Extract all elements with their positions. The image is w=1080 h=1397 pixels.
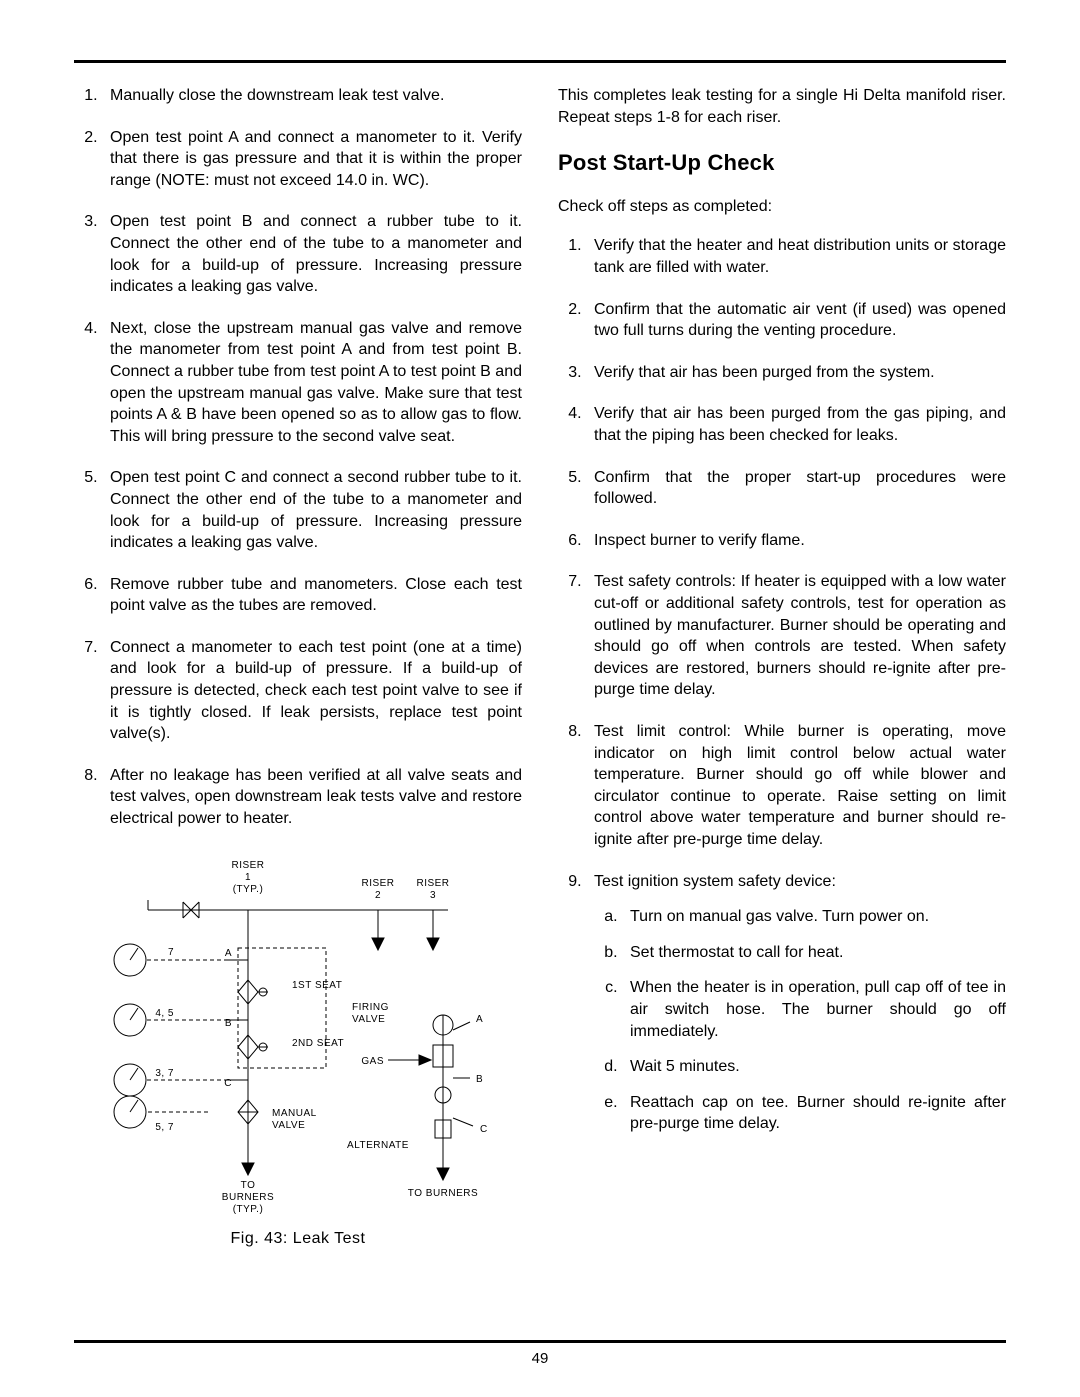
- riser1-label: RISER: [231, 860, 264, 871]
- alt-a-label: A: [476, 1014, 483, 1025]
- riser2-label: RISER: [361, 878, 394, 889]
- svg-text:(TYP.): (TYP.): [233, 884, 264, 895]
- gauge-37-label: 3, 7: [155, 1068, 174, 1079]
- gauge-7-label: 7: [168, 947, 174, 958]
- list-item: Confirm that the automatic air vent (if …: [586, 299, 1006, 342]
- list-item: Test safety controls: If heater is equip…: [586, 571, 1006, 701]
- list-item: Verify that air has been purged from the…: [586, 362, 1006, 384]
- leak-test-figure: RISER 1 (TYP.) RISER 2 RISER 3 A B C 1ST…: [74, 850, 522, 1250]
- svg-text:MANUAL: MANUAL: [272, 1108, 317, 1119]
- label-a: A: [225, 948, 232, 959]
- gauge-57-label: 5, 7: [155, 1122, 174, 1133]
- leak-test-diagram-svg: RISER 1 (TYP.) RISER 2 RISER 3 A B C 1ST…: [88, 850, 508, 1220]
- list-item: When the heater is in operation, pull ca…: [622, 977, 1006, 1042]
- list-item: Open test point A and connect a manomete…: [102, 127, 522, 192]
- bottom-rule: [74, 1340, 1006, 1343]
- gas-label: GAS: [361, 1056, 384, 1067]
- page-number: 49: [0, 1350, 1080, 1367]
- alt-b-label: B: [476, 1074, 483, 1085]
- second-seat-label: 2ND SEAT: [292, 1038, 344, 1049]
- intro-paragraph: This completes leak testing for a single…: [558, 85, 1006, 128]
- ignition-substeps: Turn on manual gas valve. Turn power on.…: [594, 906, 1006, 1135]
- list-item: Remove rubber tube and manometers. Close…: [102, 574, 522, 617]
- list-item: Turn on manual gas valve. Turn power on.: [622, 906, 1006, 928]
- figure-caption: Fig. 43: Leak Test: [74, 1228, 522, 1250]
- to-burners-label: TO BURNERS: [408, 1188, 478, 1199]
- svg-text:BURNERS: BURNERS: [222, 1192, 274, 1203]
- svg-text:1: 1: [245, 872, 251, 883]
- list-item: Open test point B and connect a rubber t…: [102, 211, 522, 297]
- top-rule: [74, 60, 1006, 63]
- alternate-label: ALTERNATE: [347, 1140, 409, 1151]
- post-startup-steps: Verify that the heater and heat distribu…: [558, 235, 1006, 1134]
- list-item: Connect a manometer to each test point (…: [102, 637, 522, 745]
- list-item: Verify that the heater and heat distribu…: [586, 235, 1006, 278]
- post-startup-heading: Post Start-Up Check: [558, 148, 1006, 178]
- label-b: B: [225, 1018, 232, 1029]
- label-c: C: [224, 1078, 232, 1089]
- page: Manually close the downstream leak test …: [0, 0, 1080, 1397]
- svg-text:2: 2: [375, 890, 381, 901]
- two-column-layout: Manually close the downstream leak test …: [74, 85, 1006, 1250]
- list-item: Open test point C and connect a second r…: [102, 467, 522, 553]
- svg-text:FIRING: FIRING: [352, 1002, 389, 1013]
- right-column: This completes leak testing for a single…: [558, 85, 1006, 1250]
- svg-text:VALVE: VALVE: [272, 1120, 305, 1131]
- list-item: Verify that air has been purged from the…: [586, 403, 1006, 446]
- leak-test-steps: Manually close the downstream leak test …: [74, 85, 522, 830]
- list-item: Next, close the upstream manual gas valv…: [102, 318, 522, 448]
- gauge-45-label: 4, 5: [155, 1008, 174, 1019]
- svg-text:(TYP.): (TYP.): [233, 1204, 264, 1215]
- list-item: After no leakage has been verified at al…: [102, 765, 522, 830]
- alt-c-label: C: [480, 1124, 488, 1135]
- svg-text:TO: TO: [241, 1180, 256, 1191]
- svg-text:3: 3: [430, 890, 436, 901]
- svg-text:VALVE: VALVE: [352, 1014, 385, 1025]
- step-9-text: Test ignition system safety device:: [594, 873, 836, 890]
- list-item: Reattach cap on tee. Burner should re-ig…: [622, 1092, 1006, 1135]
- list-item: Set thermostat to call for heat.: [622, 942, 1006, 964]
- list-item: Wait 5 minutes.: [622, 1056, 1006, 1078]
- list-item: Confirm that the proper start-up procedu…: [586, 467, 1006, 510]
- list-item: Test ignition system safety device: Turn…: [586, 871, 1006, 1135]
- lead-paragraph: Check off steps as completed:: [558, 196, 1006, 218]
- first-seat-label: 1ST SEAT: [292, 980, 342, 991]
- list-item: Test limit control: While burner is oper…: [586, 721, 1006, 851]
- list-item: Inspect burner to verify flame.: [586, 530, 1006, 552]
- riser3-label: RISER: [416, 878, 449, 889]
- left-column: Manually close the downstream leak test …: [74, 85, 522, 1250]
- list-item: Manually close the downstream leak test …: [102, 85, 522, 107]
